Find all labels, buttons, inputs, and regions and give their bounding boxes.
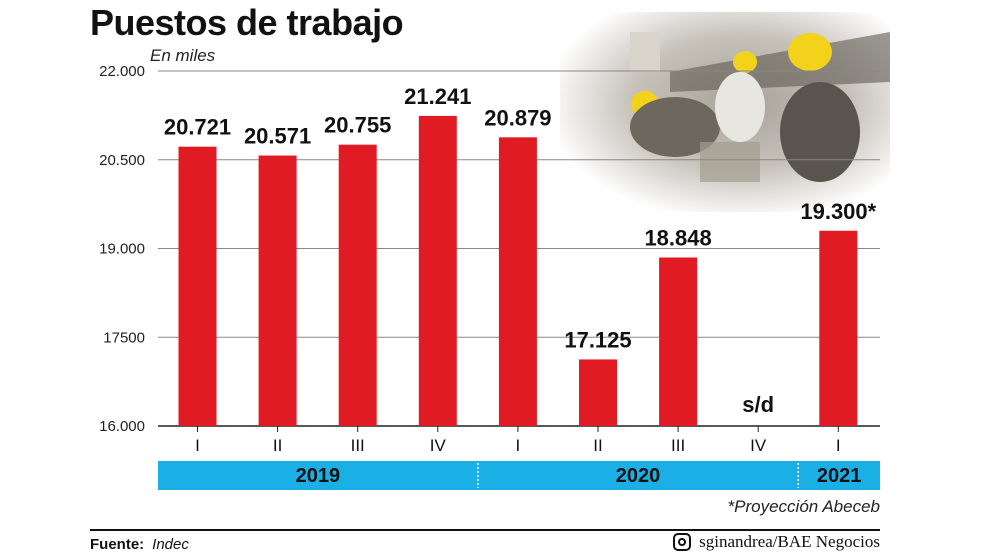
data-label: 19.300*: [800, 199, 876, 224]
bars: [178, 115, 858, 426]
source: Fuente: Indec: [90, 536, 189, 553]
data-label: 20.721: [164, 115, 231, 140]
source-label: Fuente:: [90, 536, 145, 553]
year-band: 2019 2020 2021: [158, 461, 880, 490]
x-axis-ticks: I II III IV I II III IV I: [195, 426, 841, 455]
chart-title: Puestos de trabajo: [90, 2, 404, 43]
bar: [579, 359, 617, 426]
data-label: 20.755: [324, 113, 391, 138]
credit: sginandrea/BAE Negocios: [673, 532, 880, 552]
data-label: s/d: [742, 392, 774, 417]
x-tick-label: IV: [430, 436, 447, 455]
y-axis-ticks: 16.000 17500 19.000 20.500 22.000: [99, 63, 145, 435]
x-tick-label: IV: [750, 436, 767, 455]
data-label: 20.571: [244, 124, 311, 149]
credit-text: sginandrea/BAE Negocios: [699, 532, 880, 551]
source-value: Indec: [152, 536, 189, 553]
bar: [659, 257, 698, 426]
data-label: 20.879: [484, 105, 551, 130]
x-tick-label: I: [516, 436, 521, 455]
workers-photo: [560, 12, 890, 212]
data-label: 17.125: [564, 327, 631, 352]
bottom-rule: [90, 529, 880, 531]
y-tick-label: 16.000: [99, 418, 145, 435]
bar: [498, 137, 537, 426]
bar: [819, 230, 858, 426]
x-tick-label: II: [273, 436, 282, 455]
x-tick-label: I: [195, 436, 200, 455]
bar-chart: 16.000 17500 19.000 20.500 22.000 20.721 20.5…: [99, 63, 880, 490]
x-tick-label: III: [671, 436, 685, 455]
data-label: 18.848: [644, 225, 711, 250]
y-tick-label: 20.500: [99, 152, 145, 169]
x-tick-label: III: [351, 436, 365, 455]
bar: [178, 146, 217, 426]
bar: [418, 115, 457, 426]
x-tick-label: II: [593, 436, 602, 455]
instagram-icon: [673, 533, 692, 551]
year-label: 2021: [817, 465, 862, 487]
bar: [258, 155, 297, 426]
footnote: *Proyección Abeceb: [727, 497, 880, 516]
bar: [338, 144, 377, 426]
y-tick-label: 17500: [103, 329, 145, 346]
data-label: 21.241: [404, 84, 471, 109]
data-labels: 20.721 20.571 20.755 21.241 20.879 17.125 18.8…: [164, 84, 877, 417]
year-label: 2019: [296, 465, 341, 487]
y-tick-label: 22.000: [99, 63, 145, 80]
unit-label: En miles: [150, 46, 216, 65]
y-tick-label: 19.000: [99, 241, 145, 258]
year-band-bg: [158, 461, 880, 490]
x-tick-label: I: [836, 436, 841, 455]
year-label: 2020: [616, 465, 661, 487]
